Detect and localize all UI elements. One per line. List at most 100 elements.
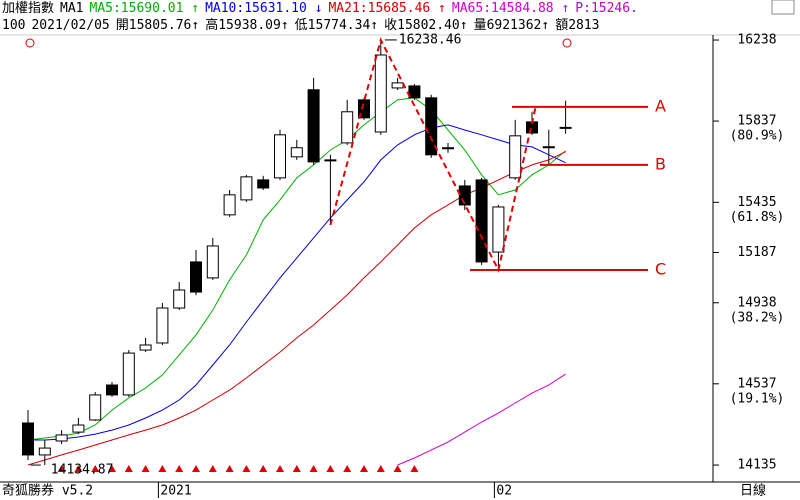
header-line-1: 加權指數 MA1 MA5:15690.01 ↑ MA10:15631.10 ↓ MA21…: [2, 0, 772, 17]
signal-marker: [276, 465, 284, 472]
candle-body: [475, 179, 488, 263]
pattern-line: [329, 37, 537, 273]
candle-body: [559, 126, 572, 129]
candle-body: [89, 394, 102, 421]
y-tick-label: 16238: [737, 33, 776, 48]
candle-body: [206, 245, 219, 279]
signal-marker: [410, 465, 419, 472]
y-tick-label: 15435: [737, 195, 776, 210]
info-item: 100: [2, 18, 26, 33]
ma-label: MA5:15690.01 ↑: [89, 1, 200, 16]
candle-body: [442, 147, 454, 150]
candle-body: [408, 85, 421, 99]
info-item: 高15938.09↑: [205, 18, 289, 33]
p-label: P:15246.: [575, 1, 638, 16]
candle-body: [274, 134, 286, 179]
candle-body: [72, 424, 85, 433]
info-item: 低15774.34↑: [294, 18, 379, 33]
x-tick-label: 2021: [160, 484, 191, 499]
ma-label: MA10:15631.10 ↓: [205, 1, 323, 16]
y-tick-label: 14938: [737, 295, 776, 310]
candle-body: [55, 434, 68, 442]
candle-body: [139, 344, 152, 351]
level-label: C: [655, 260, 666, 279]
ma-label: MA21:15685.46 ↑: [328, 1, 446, 16]
signal-marker: [57, 465, 66, 472]
candle-body: [324, 159, 337, 162]
ma-labels: MA5:15690.01 ↑ MA10:15631.10 ↓ MA21:15685.…: [90, 1, 576, 16]
signal-marker: [175, 465, 184, 472]
signal-marker: [225, 465, 234, 472]
signal-marker: [124, 465, 133, 472]
signal-marker: [158, 465, 167, 472]
candle-body: [492, 206, 505, 253]
ratio-label: (38.2%): [730, 310, 785, 325]
info-item: 量6921362↑: [473, 18, 550, 33]
mode: MA1: [60, 1, 84, 16]
candle-body: [122, 352, 135, 396]
signal-marker: [343, 465, 352, 472]
marker-circle: [25, 38, 35, 48]
candle-body: [542, 146, 555, 149]
level-label: B: [655, 154, 666, 173]
candle-body: [240, 176, 253, 201]
signal-marker: [208, 465, 217, 472]
candle-body: [425, 97, 438, 156]
info-item: 2021/02/05: [31, 18, 110, 33]
ma-label: MA65:14584.88 ↑: [451, 1, 570, 16]
signal-marker: [259, 465, 268, 472]
candle-body: [290, 147, 303, 158]
period-label: 日線: [740, 483, 766, 499]
signal-marker: [192, 465, 200, 472]
info-item: 開15805.76↑: [115, 18, 200, 33]
signal-marker: [309, 465, 318, 472]
window-button[interactable]: [771, 0, 795, 15]
x-tick-label: 02: [496, 484, 512, 499]
signal-marker: [141, 465, 150, 472]
ratio-label: (61.8%): [730, 210, 785, 225]
candle-body: [341, 111, 354, 144]
candle-body: [190, 261, 202, 293]
candle-body: [106, 384, 118, 396]
candle-body: [509, 135, 522, 179]
ma-line: [397, 373, 566, 466]
signal-marker: [91, 465, 100, 472]
header-line-2: 100 2021/02/05 開15805.76↑ 高15938.09↑ 低15774.…: [2, 17, 772, 34]
candle-body: [22, 422, 34, 456]
ma-line: [27, 97, 566, 441]
candle-body: [38, 447, 51, 456]
info-item: 收15802.40↑: [384, 18, 468, 33]
candle-body: [391, 82, 404, 89]
signal-marker: [326, 465, 335, 472]
signal-marker: [242, 465, 251, 472]
y-tick-label: 14537: [737, 376, 776, 391]
signal-marker: [360, 465, 368, 472]
info-item: 額2813: [555, 18, 600, 33]
ratio-label: (19.1%): [730, 391, 785, 406]
signal-marker: [292, 465, 301, 472]
candle-body: [257, 179, 270, 189]
candle-body: [307, 89, 320, 163]
marker-circle: [562, 38, 572, 48]
candle-body: [358, 99, 370, 119]
low-label: 14134.87: [51, 463, 114, 478]
level-label: A: [655, 96, 666, 115]
y-tick-label: 15837: [737, 114, 776, 129]
y-tick-label: 15187: [737, 245, 776, 260]
candle-body: [374, 54, 387, 133]
candle-body: [223, 194, 236, 216]
y-tick-label: 14135: [737, 458, 776, 473]
index-name: 加權指數: [2, 1, 55, 16]
software-label: 奇狐勝券 v5.2: [2, 483, 93, 499]
signal-marker: [74, 465, 83, 472]
signal-marker: [393, 465, 402, 472]
ma-line: [28, 124, 566, 441]
candle-body: [458, 185, 471, 206]
candle-body: [156, 307, 169, 344]
high-label: 16238.46: [399, 32, 462, 47]
candle-body: [173, 289, 186, 309]
signal-marker: [108, 465, 116, 472]
signal-marker: [376, 465, 385, 472]
